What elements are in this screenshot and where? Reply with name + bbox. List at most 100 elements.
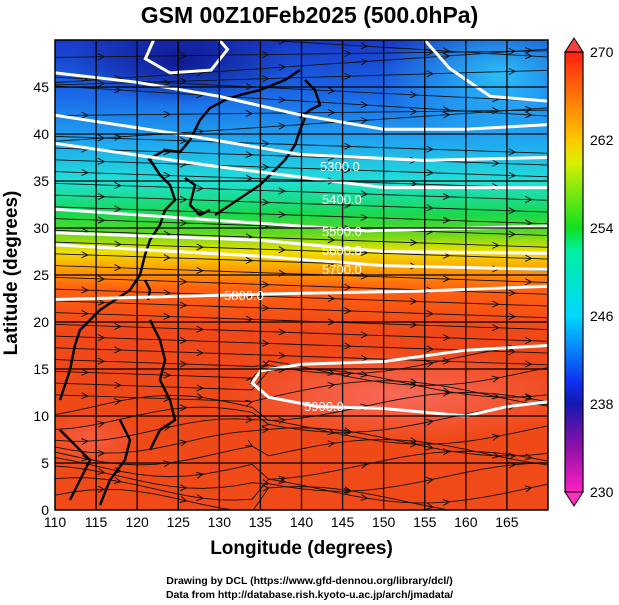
streamline-arrow	[81, 111, 90, 119]
streamline-arrow	[524, 111, 533, 119]
contour-labels: 5300.0 5400.0 5500.0 5600.0 5700.0 5800.…	[224, 159, 362, 414]
streamline-arrow	[327, 236, 336, 244]
streamline-arrow	[97, 357, 106, 365]
streamline-arrow	[278, 96, 287, 104]
streamline-arrow	[179, 439, 188, 447]
contour-label-5900: 5900.0	[304, 399, 344, 414]
streamline-arrow	[179, 219, 188, 227]
streamline-arrow	[163, 110, 172, 118]
streamline-arrow	[426, 502, 435, 510]
streamline-arrow	[81, 169, 90, 177]
streamline-arrow	[278, 475, 287, 483]
streamline-arrow	[261, 479, 270, 487]
streamline-arrow	[442, 111, 451, 119]
streamline-arrow	[344, 370, 352, 378]
y-tick-label: 25	[33, 267, 49, 283]
streamline-arrow	[360, 101, 369, 109]
x-axis-ticks: 110 115 120 125 130 135 140 145 150 155 160 165	[44, 514, 519, 530]
colorbar-tick-label: 270	[590, 44, 614, 60]
streamline-arrow	[196, 471, 205, 479]
streamline-arrow	[163, 371, 172, 379]
streamline-arrow	[113, 398, 122, 406]
streamline-arrow	[426, 477, 435, 485]
streamline-arrow	[360, 117, 369, 125]
streamline-arrow	[262, 51, 270, 59]
x-tick-label: 165	[495, 514, 519, 530]
streamline-arrow	[360, 213, 369, 221]
streamline-arrow	[278, 211, 287, 219]
streamline-arrow	[245, 399, 254, 407]
map-title: GSM 00Z10Feb2025 (500.0hPa)	[140, 2, 479, 28]
streamline-arrow	[179, 336, 188, 344]
streamline-arrow	[179, 195, 188, 203]
streamline-arrow	[163, 171, 172, 179]
streamline-arrow	[81, 286, 90, 294]
streamline-arrow	[442, 357, 451, 365]
contour-label-5600: 5600.0	[322, 243, 362, 258]
streamline-arrow	[491, 375, 500, 383]
streamline-arrow	[278, 40, 287, 45]
colorbar: 230 238 246 254 262 270	[564, 37, 614, 507]
streamline-arrow	[508, 171, 517, 179]
streamline-arrow	[114, 181, 122, 189]
streamline-arrow	[524, 196, 533, 203]
streamline-arrow	[114, 322, 122, 330]
streamline-arrow	[97, 468, 106, 475]
colorbar-tick-label: 238	[590, 396, 614, 412]
streamline-arrow	[327, 428, 336, 436]
streamline-arrow	[442, 387, 451, 395]
streamline-arrow	[410, 440, 418, 448]
coastlines	[58, 68, 322, 506]
streamline-arrow	[196, 266, 205, 274]
streamline-arrow	[426, 360, 435, 368]
streamline-arrow	[114, 28, 120, 34]
streamline-arrow	[278, 63, 287, 71]
credit-drawing: Drawing by DCL (https://www.gfd-dennou.o…	[166, 575, 453, 587]
streamline-arrow	[179, 360, 188, 368]
streamline-arrow	[426, 70, 435, 78]
streamline-arrow	[508, 148, 517, 156]
plot-frame	[54, 39, 549, 511]
streamline-arrow	[409, 437, 418, 445]
streamline-arrow	[409, 108, 418, 116]
streamline-arrow	[492, 159, 500, 167]
streamline-arrow	[524, 278, 533, 286]
y-axis-ticks: 0 5 10 15 20 25 30 35 40 45	[33, 79, 49, 518]
colorbar-tick-label: 246	[590, 308, 614, 324]
streamline-arrow	[442, 193, 451, 201]
streamline-arrow	[409, 381, 418, 389]
streamline-arrow	[179, 137, 188, 145]
streamline-arrow	[508, 47, 517, 55]
streamline-arrow	[524, 360, 533, 368]
streamline-arrow	[508, 312, 517, 320]
streamline-arrow	[163, 254, 172, 262]
streamline-arrow	[426, 418, 435, 426]
x-tick-label: 160	[454, 514, 478, 530]
streamline-arrow	[426, 443, 435, 451]
streamline-arrow	[409, 297, 418, 305]
streamline-arrow	[245, 315, 254, 323]
x-axis-label: Longitude (degrees)	[210, 538, 393, 559]
streamline-arrow	[426, 169, 435, 177]
streamline-arrow	[163, 312, 172, 320]
streamline-arrow	[524, 52, 533, 60]
streamline-arrow	[491, 451, 500, 459]
streamline-arrow	[114, 264, 122, 272]
streamline-arrow	[524, 485, 533, 493]
streamline-arrow	[97, 334, 106, 342]
height-contour	[55, 284, 548, 301]
streamline-arrow	[360, 331, 369, 339]
streamline-arrow	[262, 198, 270, 206]
streamline-arrow	[163, 79, 172, 87]
streamline-arrow	[524, 219, 533, 227]
streamline-arrow	[97, 275, 106, 283]
streamline-arrow	[113, 477, 122, 484]
streamline-arrow	[114, 205, 122, 213]
streamline-arrow	[343, 427, 352, 435]
colorbar-tick-label: 254	[590, 220, 614, 236]
streamline-arrow	[508, 207, 517, 215]
streamline-arrow	[261, 419, 270, 427]
streamline-arrow	[179, 52, 188, 60]
streamline-arrow	[262, 304, 270, 312]
